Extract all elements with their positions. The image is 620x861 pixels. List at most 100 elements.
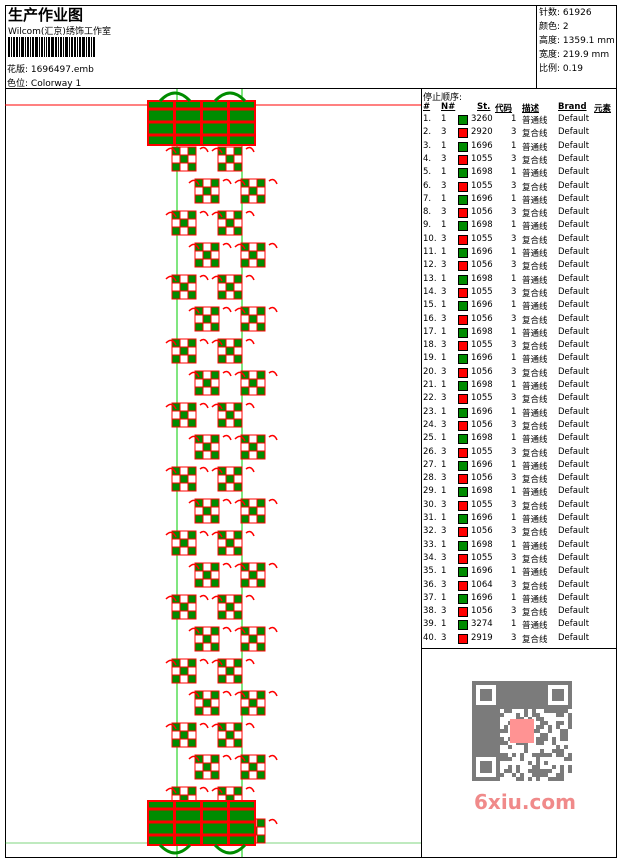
barcode-bar bbox=[19, 37, 20, 57]
row-index: 15. bbox=[423, 300, 437, 311]
checker-cell bbox=[194, 570, 204, 580]
checker-cell bbox=[179, 730, 189, 740]
code: 3 bbox=[511, 207, 517, 218]
row-index: 17. bbox=[423, 326, 437, 337]
curl-ornament bbox=[245, 530, 255, 537]
checker-cell bbox=[194, 498, 204, 508]
checker-cell bbox=[187, 346, 197, 356]
checker-cell bbox=[256, 250, 266, 260]
info-height: 高度: 1359.1 mm bbox=[539, 36, 615, 46]
stitch-code: 1064 bbox=[471, 579, 493, 590]
checker-cell bbox=[187, 162, 197, 172]
brand: Default bbox=[558, 286, 590, 297]
checker-cell bbox=[187, 730, 197, 740]
stitch-code: 1696 bbox=[471, 513, 493, 523]
checker-cell bbox=[256, 322, 266, 332]
color-sequence-row: 16. 3 1056 3 复合线 Default bbox=[423, 314, 617, 327]
stitch-code: 1696 bbox=[471, 193, 493, 204]
checker-cell bbox=[210, 442, 220, 452]
row-index: 31. bbox=[423, 513, 437, 523]
color-sequence-row: 40. 3 2919 3 复合线 Default bbox=[423, 633, 617, 646]
barcode-bar bbox=[41, 37, 43, 57]
checker-cell bbox=[240, 250, 250, 260]
color-swatch bbox=[458, 367, 468, 378]
color-swatch bbox=[458, 394, 468, 405]
checker-cell bbox=[233, 226, 243, 236]
checker-cell bbox=[217, 530, 227, 540]
code: 3 bbox=[511, 153, 517, 164]
row-index: 1. bbox=[423, 114, 432, 124]
checker-cell bbox=[240, 570, 250, 580]
checker-cell bbox=[194, 706, 204, 716]
curl-ornament bbox=[188, 627, 200, 634]
row-index: 23. bbox=[423, 406, 437, 417]
checker-cell bbox=[256, 578, 266, 588]
color-swatch bbox=[458, 633, 468, 644]
color-sequence-row: 3. 1 1696 1 普通线 Default bbox=[423, 141, 617, 154]
checker-cell bbox=[210, 370, 220, 380]
checker-cell bbox=[171, 226, 181, 236]
description: 复合线 bbox=[522, 342, 548, 353]
code: 1 bbox=[511, 300, 517, 311]
stitch-code: 1055 bbox=[471, 393, 493, 404]
row-index: 26. bbox=[423, 446, 437, 457]
color-swatch bbox=[458, 434, 468, 445]
color-sequence-row: 37. 1 1696 1 普通线 Default bbox=[423, 593, 617, 606]
row-index: 11. bbox=[423, 247, 437, 257]
curl-ornament bbox=[188, 691, 200, 698]
checker-cell bbox=[240, 498, 250, 508]
stitch-code: 2919 bbox=[471, 632, 493, 643]
brand: Default bbox=[558, 566, 590, 577]
curl-ornament bbox=[199, 402, 209, 409]
brand: Default bbox=[558, 207, 590, 218]
checker-cell bbox=[194, 578, 204, 588]
code: 3 bbox=[511, 233, 517, 244]
checker-cell bbox=[187, 410, 197, 420]
code: 1 bbox=[511, 326, 517, 337]
checker-cell bbox=[217, 610, 227, 620]
needle: 1 bbox=[441, 619, 447, 630]
description: 复合线 bbox=[522, 634, 548, 645]
barcode-bar bbox=[58, 37, 59, 57]
row-index: 29. bbox=[423, 486, 437, 497]
checker-cell bbox=[187, 274, 197, 284]
barcode-bar bbox=[35, 37, 38, 57]
color-sequence-row: 10. 3 1055 3 复合线 Default bbox=[423, 234, 617, 247]
row-index: 14. bbox=[423, 286, 437, 297]
description: 复合线 bbox=[522, 235, 548, 246]
checker-cell bbox=[194, 514, 204, 524]
checker-cell bbox=[240, 314, 250, 324]
color-swatch bbox=[458, 181, 468, 192]
code: 1 bbox=[511, 220, 517, 231]
curl-ornament bbox=[165, 787, 177, 794]
divider bbox=[5, 88, 617, 89]
color-swatch bbox=[458, 194, 468, 205]
checker-cell bbox=[194, 562, 204, 572]
checker-cell bbox=[202, 306, 212, 316]
checker-cell bbox=[240, 762, 250, 772]
checker-cell bbox=[240, 698, 250, 708]
checker-cell bbox=[171, 730, 181, 740]
checker-cell bbox=[187, 602, 197, 612]
curl-ornament bbox=[199, 466, 209, 473]
checker-cell bbox=[187, 722, 197, 732]
curl-ornament bbox=[199, 594, 209, 601]
code: 3 bbox=[511, 260, 517, 271]
checker-cell bbox=[256, 450, 266, 460]
checker-cell bbox=[194, 370, 204, 380]
checker-cell bbox=[202, 570, 212, 580]
checker-cell bbox=[233, 530, 243, 540]
checker-cell bbox=[233, 738, 243, 748]
description: 复合线 bbox=[522, 315, 548, 326]
needle: 3 bbox=[441, 127, 447, 138]
curl-ornament bbox=[199, 274, 209, 281]
checker-cell bbox=[217, 594, 227, 604]
needle: 1 bbox=[441, 566, 447, 577]
curl-ornament bbox=[268, 370, 278, 377]
checker-cell bbox=[179, 226, 189, 236]
checker-cell bbox=[194, 258, 204, 268]
checker-cell bbox=[217, 210, 227, 220]
checker-cell bbox=[248, 754, 258, 764]
checker-cell bbox=[217, 730, 227, 740]
checker-cell bbox=[217, 466, 227, 476]
